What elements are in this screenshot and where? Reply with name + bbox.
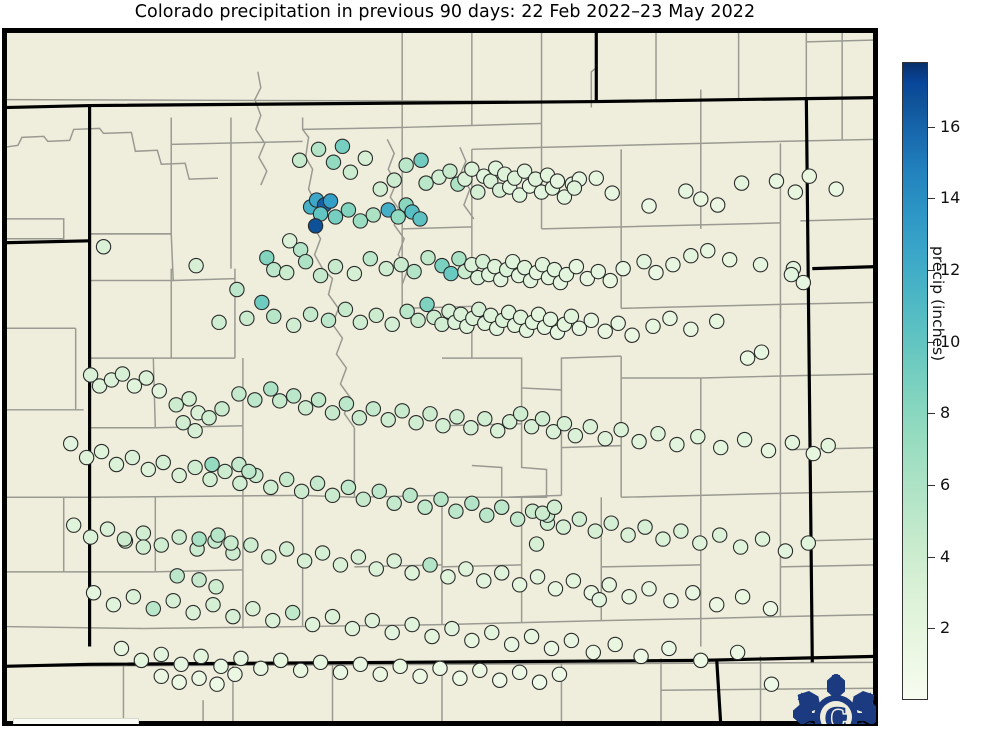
snowflake-icon: C xyxy=(793,674,876,726)
map-axes[interactable]: Powered by ACIS Regional Climate Centers xyxy=(2,28,878,726)
colorbar-tick-label: 2 xyxy=(940,618,951,638)
acis-logo: Powered by ACIS Regional Climate Centers xyxy=(13,718,139,724)
colorbar-tick-mark xyxy=(928,413,935,415)
map-frame xyxy=(4,30,876,724)
colorbar-tick-label: 10 xyxy=(940,331,961,351)
acis-logo-graphic: Powered by ACIS Regional Climate Centers xyxy=(14,719,138,724)
page-title: Colorado precipitation in previous 90 da… xyxy=(134,2,756,22)
colorbar[interactable] xyxy=(902,62,928,700)
colorbar-tick-label: 14 xyxy=(940,188,961,208)
map-geography xyxy=(4,30,876,724)
colorbar-tick-mark xyxy=(928,198,935,200)
colorbar-tick-mark xyxy=(928,556,935,558)
colorbar-tick-label: 4 xyxy=(940,546,951,566)
colorbar-tick-label: 12 xyxy=(940,259,961,279)
colorbar-tick-mark xyxy=(928,126,935,128)
colorbar-tick-label: 16 xyxy=(940,116,961,136)
colorado-climate-center-snowflake-logo: C xyxy=(790,674,876,726)
county-borders xyxy=(4,30,876,724)
colorbar-tick-label: 8 xyxy=(940,403,951,423)
colorbar-tick-mark xyxy=(928,341,935,343)
colorbar-label: precip (inches) xyxy=(929,246,947,362)
colorbar-tick-label: 6 xyxy=(940,474,951,494)
colorbar-tick-mark xyxy=(928,484,935,486)
snowflake-letter: C xyxy=(824,700,849,726)
colorbar-tick-mark xyxy=(928,269,935,271)
colorbar-tick-mark xyxy=(928,628,935,630)
